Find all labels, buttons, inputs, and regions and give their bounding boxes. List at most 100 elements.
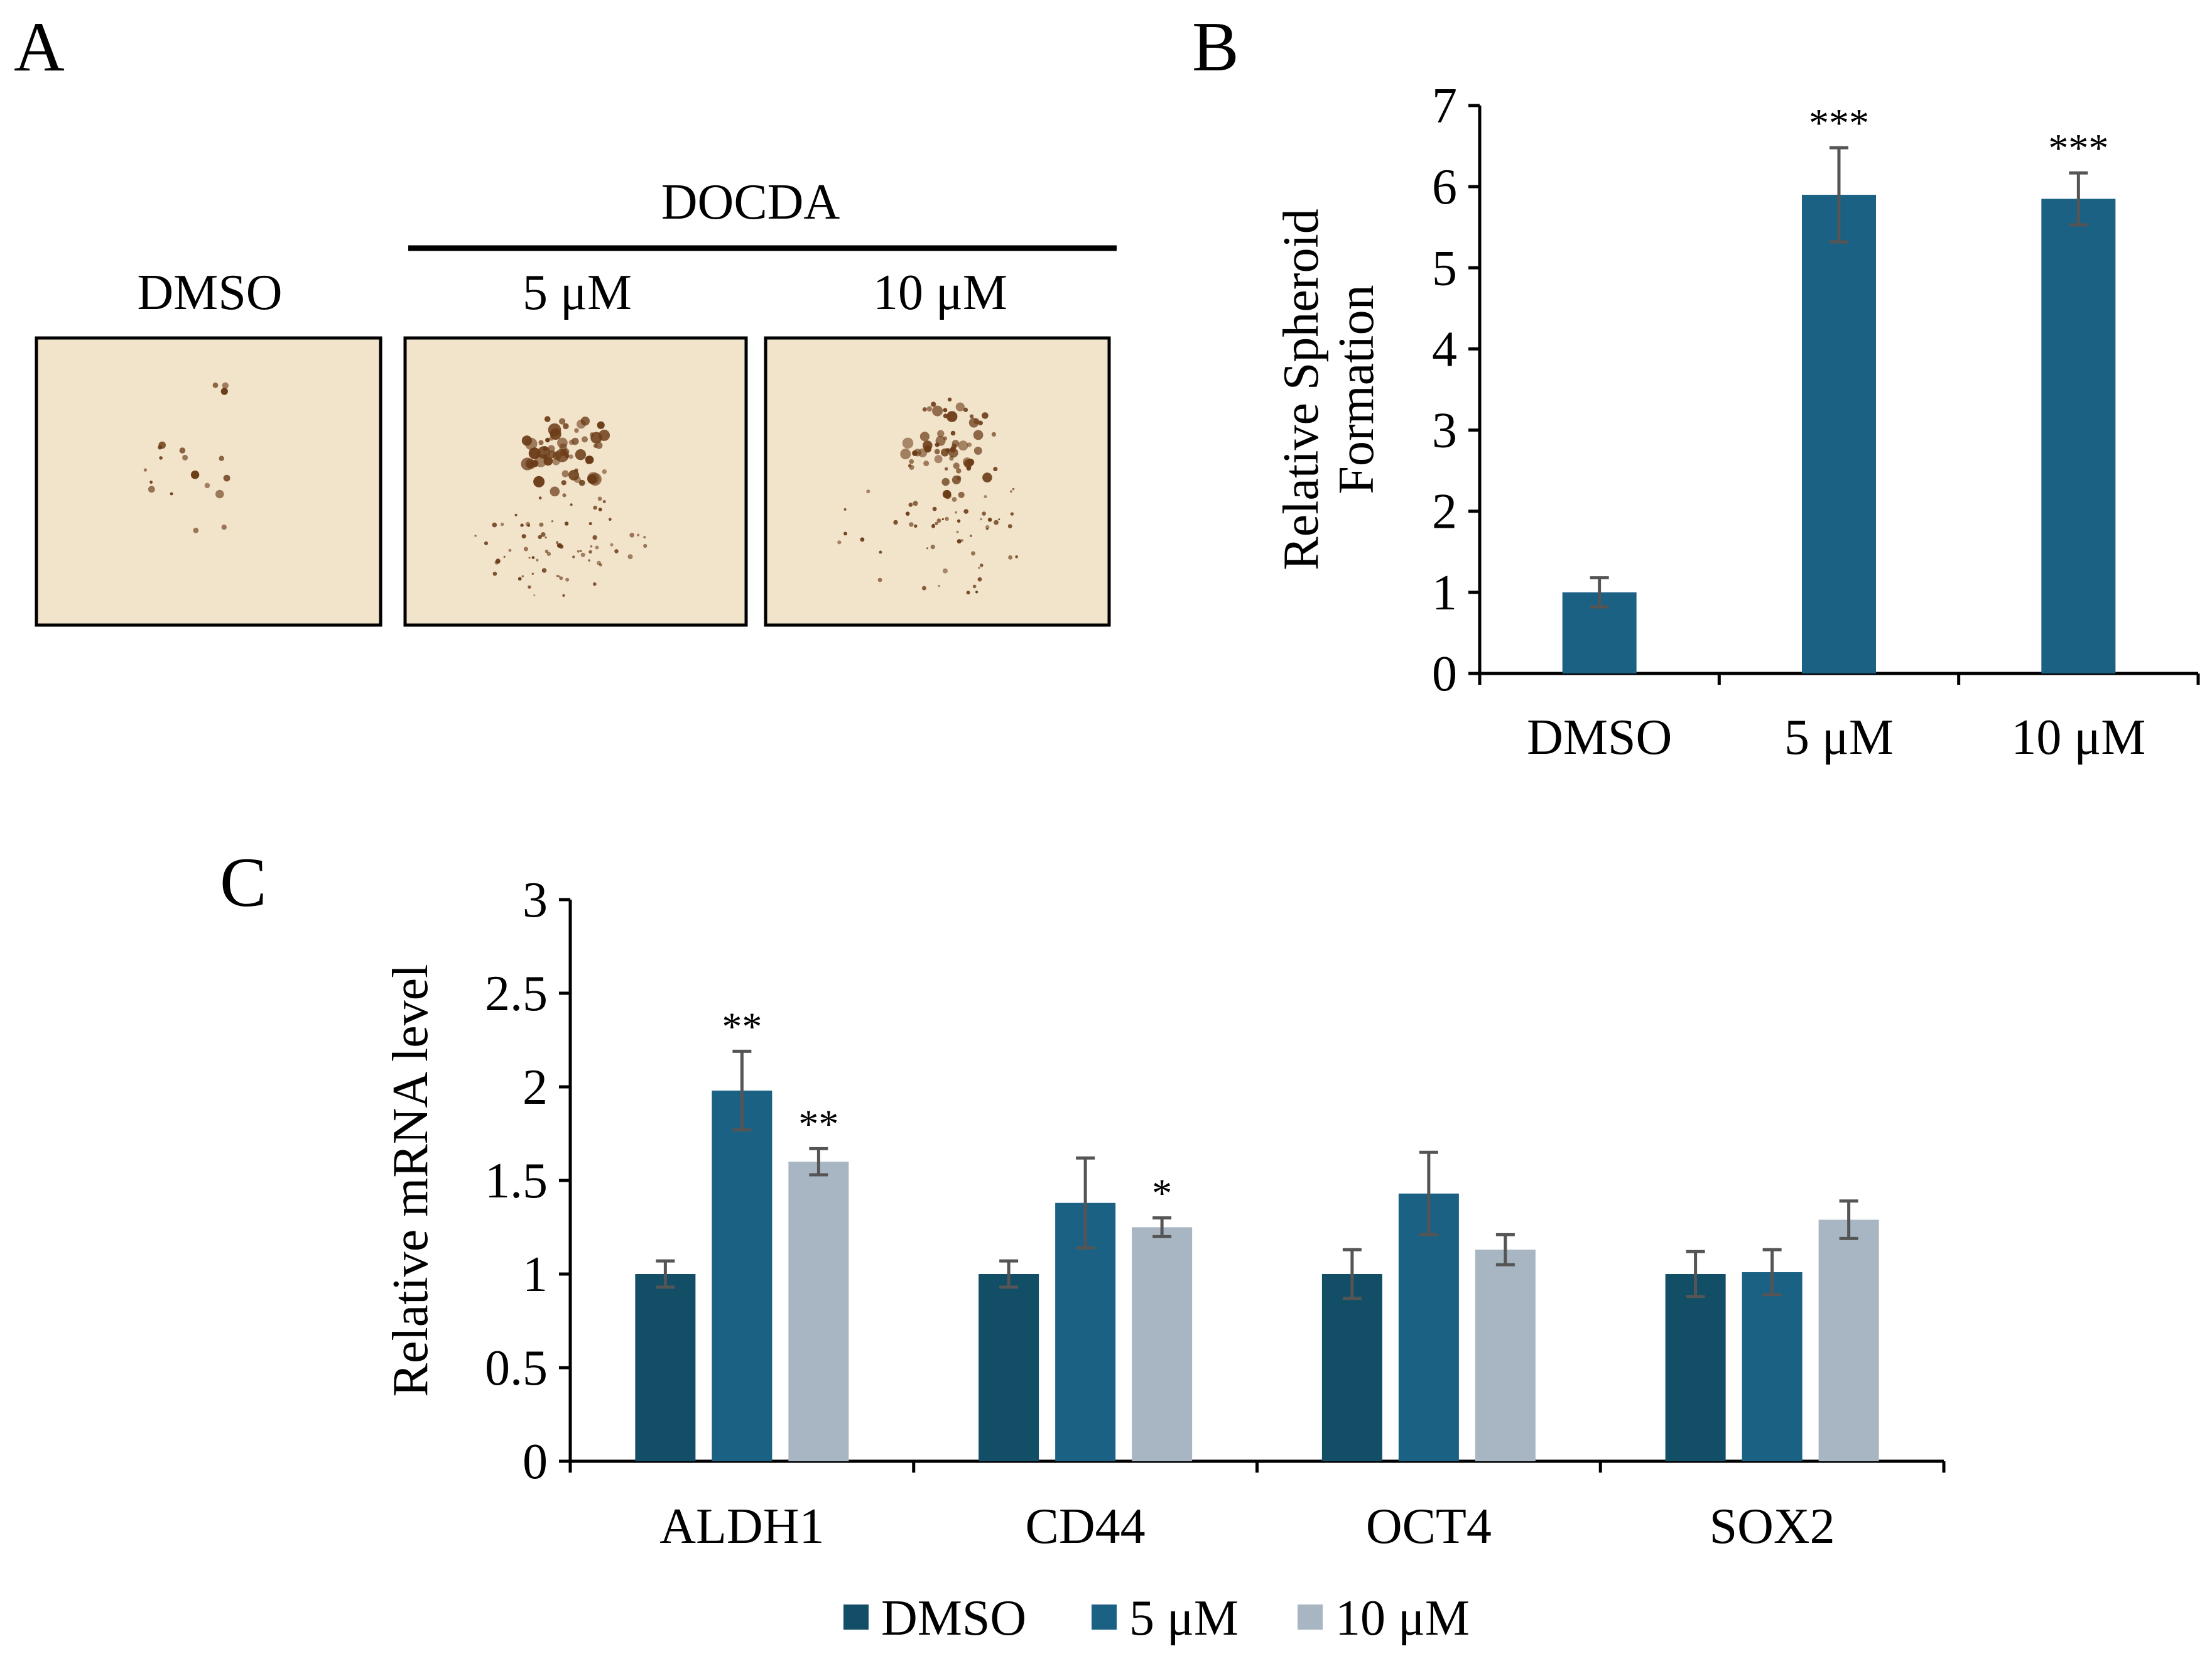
cell-speck <box>973 447 982 455</box>
cell-speck <box>982 472 992 482</box>
cell-speck <box>521 575 524 577</box>
cell-speck <box>533 594 536 597</box>
cell-speck <box>531 572 534 575</box>
cell-speck <box>947 397 952 402</box>
cell-speck <box>148 486 155 493</box>
cell-speck <box>531 556 535 559</box>
cell-speck <box>220 388 228 395</box>
chart-b-y-tick-label: 3 <box>1432 403 1457 459</box>
cell-speck <box>494 560 499 565</box>
cell-speck <box>980 564 984 567</box>
cell-speck <box>969 414 974 418</box>
cell-speck <box>1010 512 1014 516</box>
cell-speck <box>170 492 173 496</box>
cell-speck <box>588 522 592 525</box>
cell-speck <box>602 500 606 503</box>
cell-speck <box>590 432 602 444</box>
cell-speck <box>536 558 539 562</box>
chart-b-bar <box>2041 199 2116 673</box>
cell-speck <box>580 552 585 557</box>
cell-speck <box>643 535 646 539</box>
cell-speck <box>541 568 547 573</box>
cell-speck <box>937 430 945 437</box>
cell-speck <box>980 518 982 521</box>
chart-b-y-tick-label: 5 <box>1432 241 1457 296</box>
chart-c-bar <box>1398 1193 1459 1461</box>
cell-speck <box>614 549 619 553</box>
cell-speck <box>941 518 944 521</box>
cell-speck <box>597 496 602 501</box>
cell-speck <box>977 577 982 582</box>
cell-speck <box>561 470 569 477</box>
cell-speck <box>143 468 147 472</box>
chart-c-bar <box>788 1162 849 1461</box>
cell-speck <box>932 506 937 511</box>
cell-speck <box>1015 555 1018 558</box>
cell-speck <box>963 509 968 514</box>
cell-speck <box>550 486 560 497</box>
cell-speck <box>551 520 554 523</box>
cell-speck <box>553 451 561 460</box>
cell-speck <box>943 436 948 440</box>
cell-speck <box>545 536 547 539</box>
cell-speck <box>643 543 648 548</box>
cell-speck <box>958 440 968 451</box>
cell-speck <box>559 418 566 425</box>
legend-label: DMSO <box>881 1591 1026 1646</box>
cell-speck <box>539 522 544 527</box>
cell-speck <box>935 442 940 447</box>
cell-speck <box>598 508 602 511</box>
cell-speck <box>585 455 593 464</box>
chart-b-y-tick-label: 1 <box>1432 565 1457 621</box>
chart-c-y-tick-label: 2.5 <box>485 966 548 1022</box>
cell-speck <box>860 537 865 542</box>
cell-speck <box>595 545 599 550</box>
cell-speck <box>597 560 601 565</box>
cell-speck <box>572 437 579 445</box>
cell-speck <box>934 449 940 455</box>
panel-c-letter: C <box>220 844 267 922</box>
cell-speck <box>926 547 929 550</box>
cell-speck <box>590 545 593 548</box>
cell-speck <box>958 491 965 498</box>
cell-speck <box>215 489 224 499</box>
chart-c-x-tick-label: OCT4 <box>1366 1499 1492 1554</box>
chart-b-x-tick-label: 10 μM <box>2011 710 2145 765</box>
legend-swatch <box>1298 1604 1323 1630</box>
chart-b-x-tick-label: 5 μM <box>1784 710 1894 765</box>
cell-speck <box>193 527 199 533</box>
cell-speck <box>1007 524 1012 528</box>
micrograph-frame <box>764 336 1111 627</box>
legend-swatch <box>1092 1604 1117 1630</box>
cell-speck <box>159 456 163 460</box>
cell-speck <box>966 466 972 471</box>
cell-speck <box>866 489 870 494</box>
cell-speck <box>545 437 550 443</box>
cell-speck <box>909 522 914 527</box>
cell-speck <box>963 407 968 413</box>
cell-speck <box>223 474 230 482</box>
image-label-10um: 10 μM <box>873 265 1007 320</box>
cell-speck <box>608 518 612 521</box>
cell-speck <box>573 476 581 483</box>
cell-speck <box>966 591 970 595</box>
cell-speck <box>922 407 927 412</box>
cell-speck <box>149 481 153 484</box>
cell-speck <box>520 523 524 527</box>
cell-speck <box>956 530 959 533</box>
chart-c-ylabel: Relative mRNA level <box>383 964 438 1397</box>
cell-speck <box>602 469 607 474</box>
cell-speck <box>955 511 957 514</box>
cell-speck <box>521 435 533 446</box>
cell-speck <box>565 454 570 459</box>
docda-group-label: DOCDA <box>661 175 840 230</box>
chart-c-bar <box>1321 1274 1382 1461</box>
cell-speck <box>577 419 586 429</box>
chart-c-x-tick-label: SOX2 <box>1710 1499 1835 1554</box>
cell-speck <box>575 449 587 460</box>
cell-speck <box>938 584 940 587</box>
cell-speck <box>975 591 979 594</box>
chart-c-bar <box>1475 1250 1536 1461</box>
cell-speck <box>568 454 573 459</box>
legend-label: 5 μM <box>1129 1591 1239 1646</box>
